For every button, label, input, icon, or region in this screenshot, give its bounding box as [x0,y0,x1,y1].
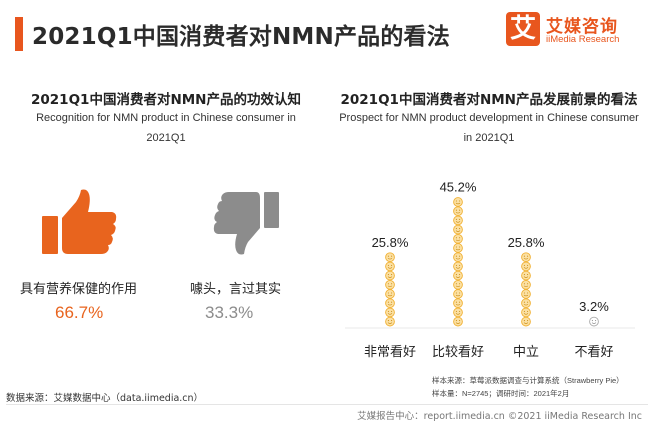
data-source: 数据来源：艾媒数据中心（data.iimedia.cn） [6,393,204,404]
thumbs-up-icon [42,189,117,254]
bar-3 [521,252,531,327]
footer: 艾媒报告中心：report.iimedia.cn ©2021 iiMedia R… [6,404,648,423]
sample-size-note: 样本量：N=2745；调研时间：2021年2月 [432,389,570,398]
value-label-4: 3.2% [579,299,609,314]
header: 2021Q1中国消费者对NMN产品的看法 艾 艾媒咨询 iiMedia Rese… [0,0,650,62]
value-label-2: 45.2% [440,180,477,195]
sample-source-note: 样本来源：草莓派数据调查与计算系统（Strawberry Pie） [432,376,624,385]
category-label-3: 中立 [513,345,539,360]
page-title: 2021Q1中国消费者对NMN产品的看法 [32,24,450,50]
opinion-positive-label: 具有营养保健的作用 [20,282,138,297]
bar-4 [589,316,599,327]
category-label-1: 非常看好 [364,344,416,360]
category-label-4: 不看好 [574,344,613,360]
logo-chinese-name: 艾媒咨询 [546,17,618,37]
thumbs-down-icon [213,192,279,255]
logo-english-name: iiMedia Research [546,34,620,45]
right-panel-title: 2021Q1中国消费者对NMN产品发展前景的看法 [340,92,638,108]
title-accent-bar [15,17,23,51]
value-label-1: 25.8% [372,235,409,250]
left-panel-title: 2021Q1中国消费者对NMN产品的功效认知 [31,92,301,108]
category-label-2: 比较看好 [432,344,484,360]
opinion-negative-label: 噱头，言过其实 [190,282,282,297]
bar-1 [385,252,395,327]
footer-text: 艾媒报告中心：report.iimedia.cn ©2021 iiMedia R… [357,411,642,422]
opinion-positive-value: 66.7% [55,303,104,322]
opinion-negative-value: 33.3% [205,303,254,322]
prospect-bar-chart: 25.8% 非常看好 45.2% 比较看好 25.8% 中立 3.2% 不看好 [345,180,635,360]
left-panel-subtitle: Recognition for NMN product in Chinese c… [36,112,296,144]
right-panel-subtitle: Prospect for NMN product development in … [339,112,639,144]
bar-2 [453,197,463,327]
logo-mark: 艾 [506,12,540,46]
value-label-3: 25.8% [508,235,545,250]
brand-logo: 艾 艾媒咨询 iiMedia Research [506,10,646,50]
